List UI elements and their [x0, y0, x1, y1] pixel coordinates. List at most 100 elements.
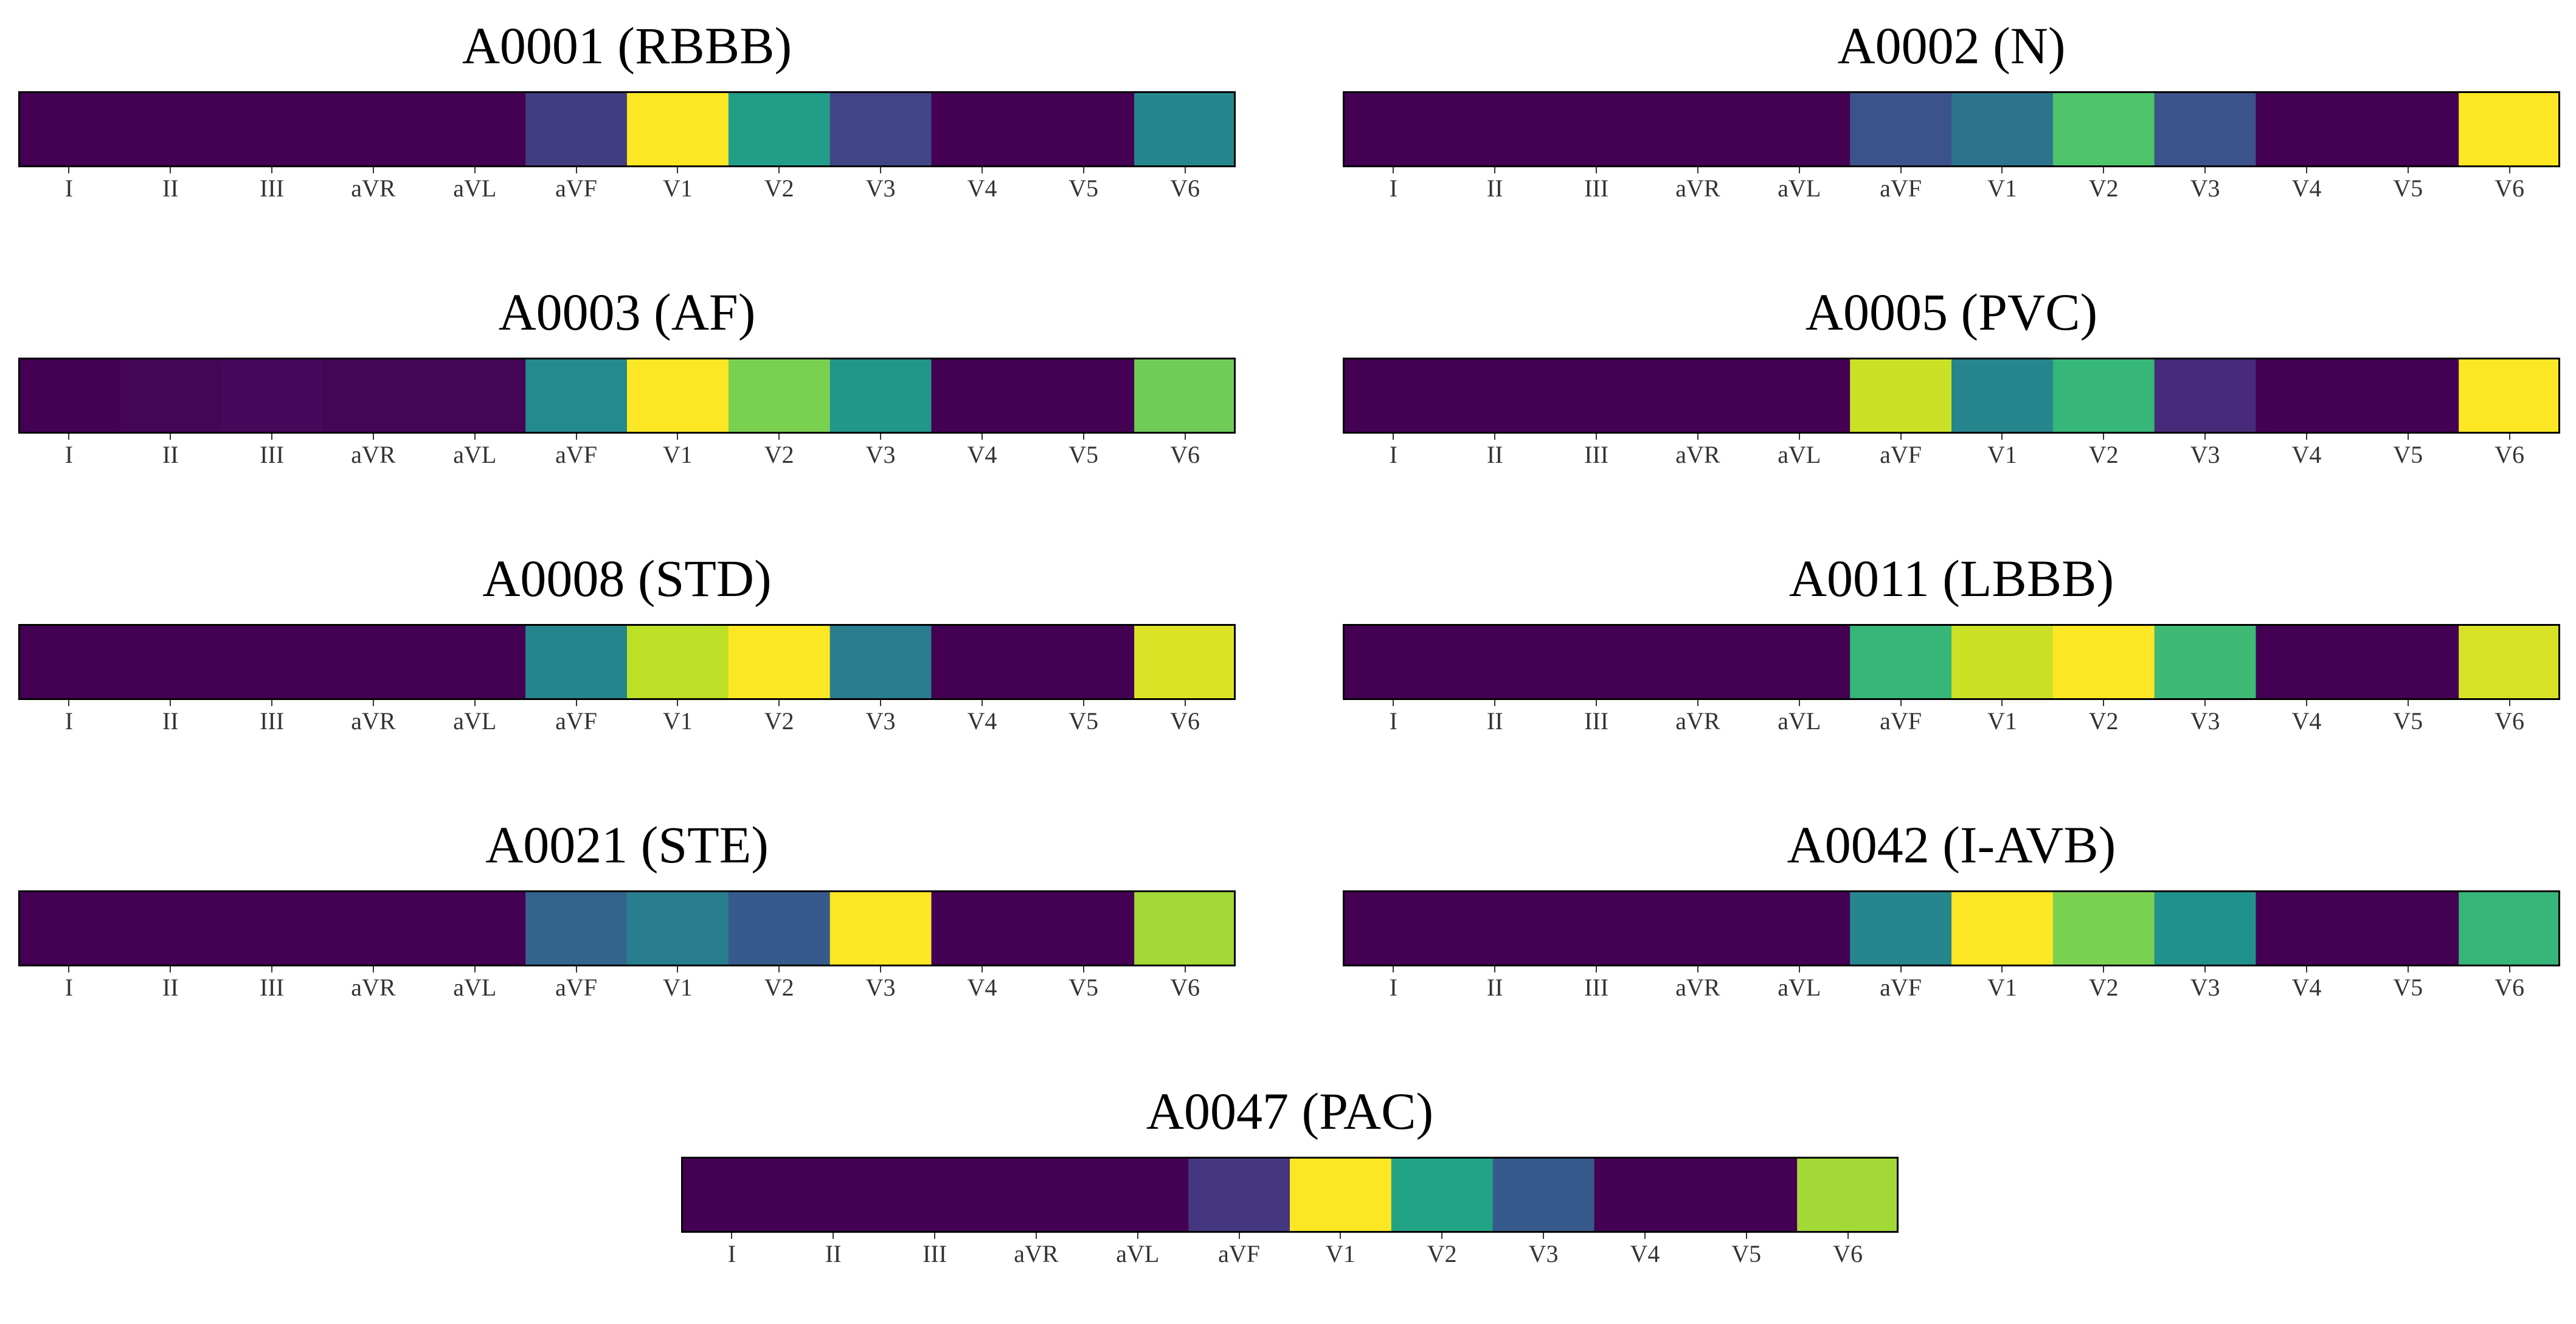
heatmap-cell-III [221, 91, 324, 167]
x-tick-mark [1596, 434, 1598, 440]
heatmap-cell-aVF [525, 358, 628, 434]
heatmap-cell-III [221, 624, 324, 700]
heatmap-cell-V1 [627, 890, 729, 966]
heatmap-cell-V6 [2459, 91, 2560, 167]
x-tick-label: V1 [662, 974, 693, 1001]
x-tick-mark [1184, 700, 1186, 706]
x-tick-label: V4 [1630, 1240, 1660, 1267]
x-tick-mark [575, 700, 577, 706]
x-tick-mark [1900, 700, 1902, 706]
heatmap-cell-I [681, 1157, 783, 1233]
x-tick-label: V3 [865, 974, 896, 1001]
heatmap-frame [1343, 358, 2560, 434]
heatmap-cell-aVL [424, 624, 526, 700]
x-tick-mark [68, 167, 70, 173]
x-tick-mark [981, 966, 983, 972]
heatmap-cell-II [1444, 91, 1546, 167]
x-tick-mark [1644, 1233, 1646, 1239]
x-tick-label: V2 [764, 175, 794, 202]
x-tick-label: II [1486, 441, 1503, 468]
x-tick-mark [1798, 167, 1800, 173]
x-tick-label: III [260, 175, 285, 202]
x-tick-mark [1340, 1233, 1342, 1239]
heatmap-cell-V2 [2052, 91, 2155, 167]
heatmap-cell-V6 [1134, 624, 1236, 700]
heatmap-panel: A0021 (STE) I II III aVR aVL aVF V1 V2 V3 V4 V5 V6 [18, 799, 1236, 1009]
x-tick-mark [2305, 167, 2307, 173]
x-tick-label: V2 [2088, 707, 2119, 735]
panel-title: A0011 (LBBB) [1788, 549, 2114, 608]
heatmap-cell-I [18, 890, 120, 966]
heatmap-cell-V5 [2357, 624, 2459, 700]
x-tick-mark [2001, 434, 2003, 440]
x-tick-label: V3 [2190, 441, 2220, 468]
heatmap-cell-III [221, 358, 324, 434]
heatmap-cell-aVR [322, 358, 424, 434]
heatmap-cell-V5 [1033, 624, 1135, 700]
x-tick-mark [1137, 1233, 1138, 1239]
x-tick-mark [1393, 167, 1394, 173]
x-axis: I II III aVR aVL aVF V1 V2 V3 V4 V5 V6 [681, 1233, 1899, 1275]
x-tick-label: aVL [1778, 974, 1821, 1001]
x-tick-label: II [162, 175, 179, 202]
x-tick-mark [778, 966, 780, 972]
x-tick-mark [271, 167, 273, 173]
x-tick-label: I [64, 707, 74, 735]
heatmap-cell-V6 [2459, 890, 2560, 966]
panel-title: A0021 (STE) [485, 816, 769, 874]
x-tick-mark [1494, 434, 1496, 440]
x-tick-label: aVL [1778, 175, 1821, 202]
x-tick-label: V4 [967, 175, 997, 202]
heatmap-cell-aVR [985, 1157, 1087, 1233]
heatmap-cell-I [1343, 890, 1445, 966]
x-tick-mark [2001, 966, 2003, 972]
heatmap-cell-aVL [424, 91, 526, 167]
x-tick-label: aVL [453, 707, 497, 735]
heatmap-cell-V5 [1695, 1157, 1798, 1233]
panel-title: A0002 (N) [1837, 16, 2066, 75]
heatmap-cell-V1 [627, 91, 729, 167]
x-tick-mark [981, 700, 983, 706]
heatmap-cell-aVR [322, 890, 424, 966]
x-tick-mark [271, 700, 273, 706]
x-tick-mark [2305, 700, 2307, 706]
x-tick-mark [170, 700, 171, 706]
x-tick-label: I [64, 441, 74, 468]
heatmap-cell-V2 [2052, 890, 2155, 966]
heatmap-cell-III [1545, 358, 1648, 434]
x-tick-label: aVL [453, 175, 497, 202]
x-tick-label: II [1486, 707, 1503, 735]
heatmap-cell-II [1444, 890, 1546, 966]
x-tick-mark [677, 700, 679, 706]
x-tick-label: aVR [351, 441, 396, 468]
heatmap-frame [1343, 624, 2560, 700]
heatmap-cell-V5 [1033, 358, 1135, 434]
x-tick-mark [1697, 700, 1698, 706]
x-tick-label: V6 [1170, 441, 1200, 468]
x-tick-label: V5 [2393, 707, 2423, 735]
heatmap-cell-II [782, 1157, 885, 1233]
heatmap-cell-V4 [931, 358, 1033, 434]
x-tick-label: V2 [764, 707, 794, 735]
x-tick-label: I [64, 175, 74, 202]
x-tick-label: V3 [1528, 1240, 1559, 1267]
x-tick-mark [1798, 966, 1800, 972]
heatmap-frame [18, 91, 1236, 167]
x-tick-label: II [162, 974, 179, 1001]
x-axis: I II III aVR aVL aVF V1 V2 V3 V4 V5 V6 [18, 434, 1236, 476]
heatmap-cell-aVL [1748, 358, 1851, 434]
heatmap-cell-II [1444, 358, 1546, 434]
x-tick-mark [2508, 434, 2510, 440]
heatmap-cell-V2 [728, 358, 831, 434]
x-tick-label: aVR [1675, 175, 1720, 202]
x-tick-mark [2103, 434, 2105, 440]
x-tick-label: II [162, 441, 179, 468]
x-axis: I II III aVR aVL aVF V1 V2 V3 V4 V5 V6 [1343, 434, 2560, 476]
x-tick-label: V6 [1170, 707, 1200, 735]
x-tick-mark [2407, 966, 2409, 972]
heatmap-cell-I [18, 624, 120, 700]
x-tick-label: aVF [1218, 1240, 1260, 1267]
x-tick-mark [1035, 1233, 1037, 1239]
panel-title: A0047 (PAC) [1146, 1082, 1434, 1140]
x-tick-label: V5 [1068, 707, 1099, 735]
